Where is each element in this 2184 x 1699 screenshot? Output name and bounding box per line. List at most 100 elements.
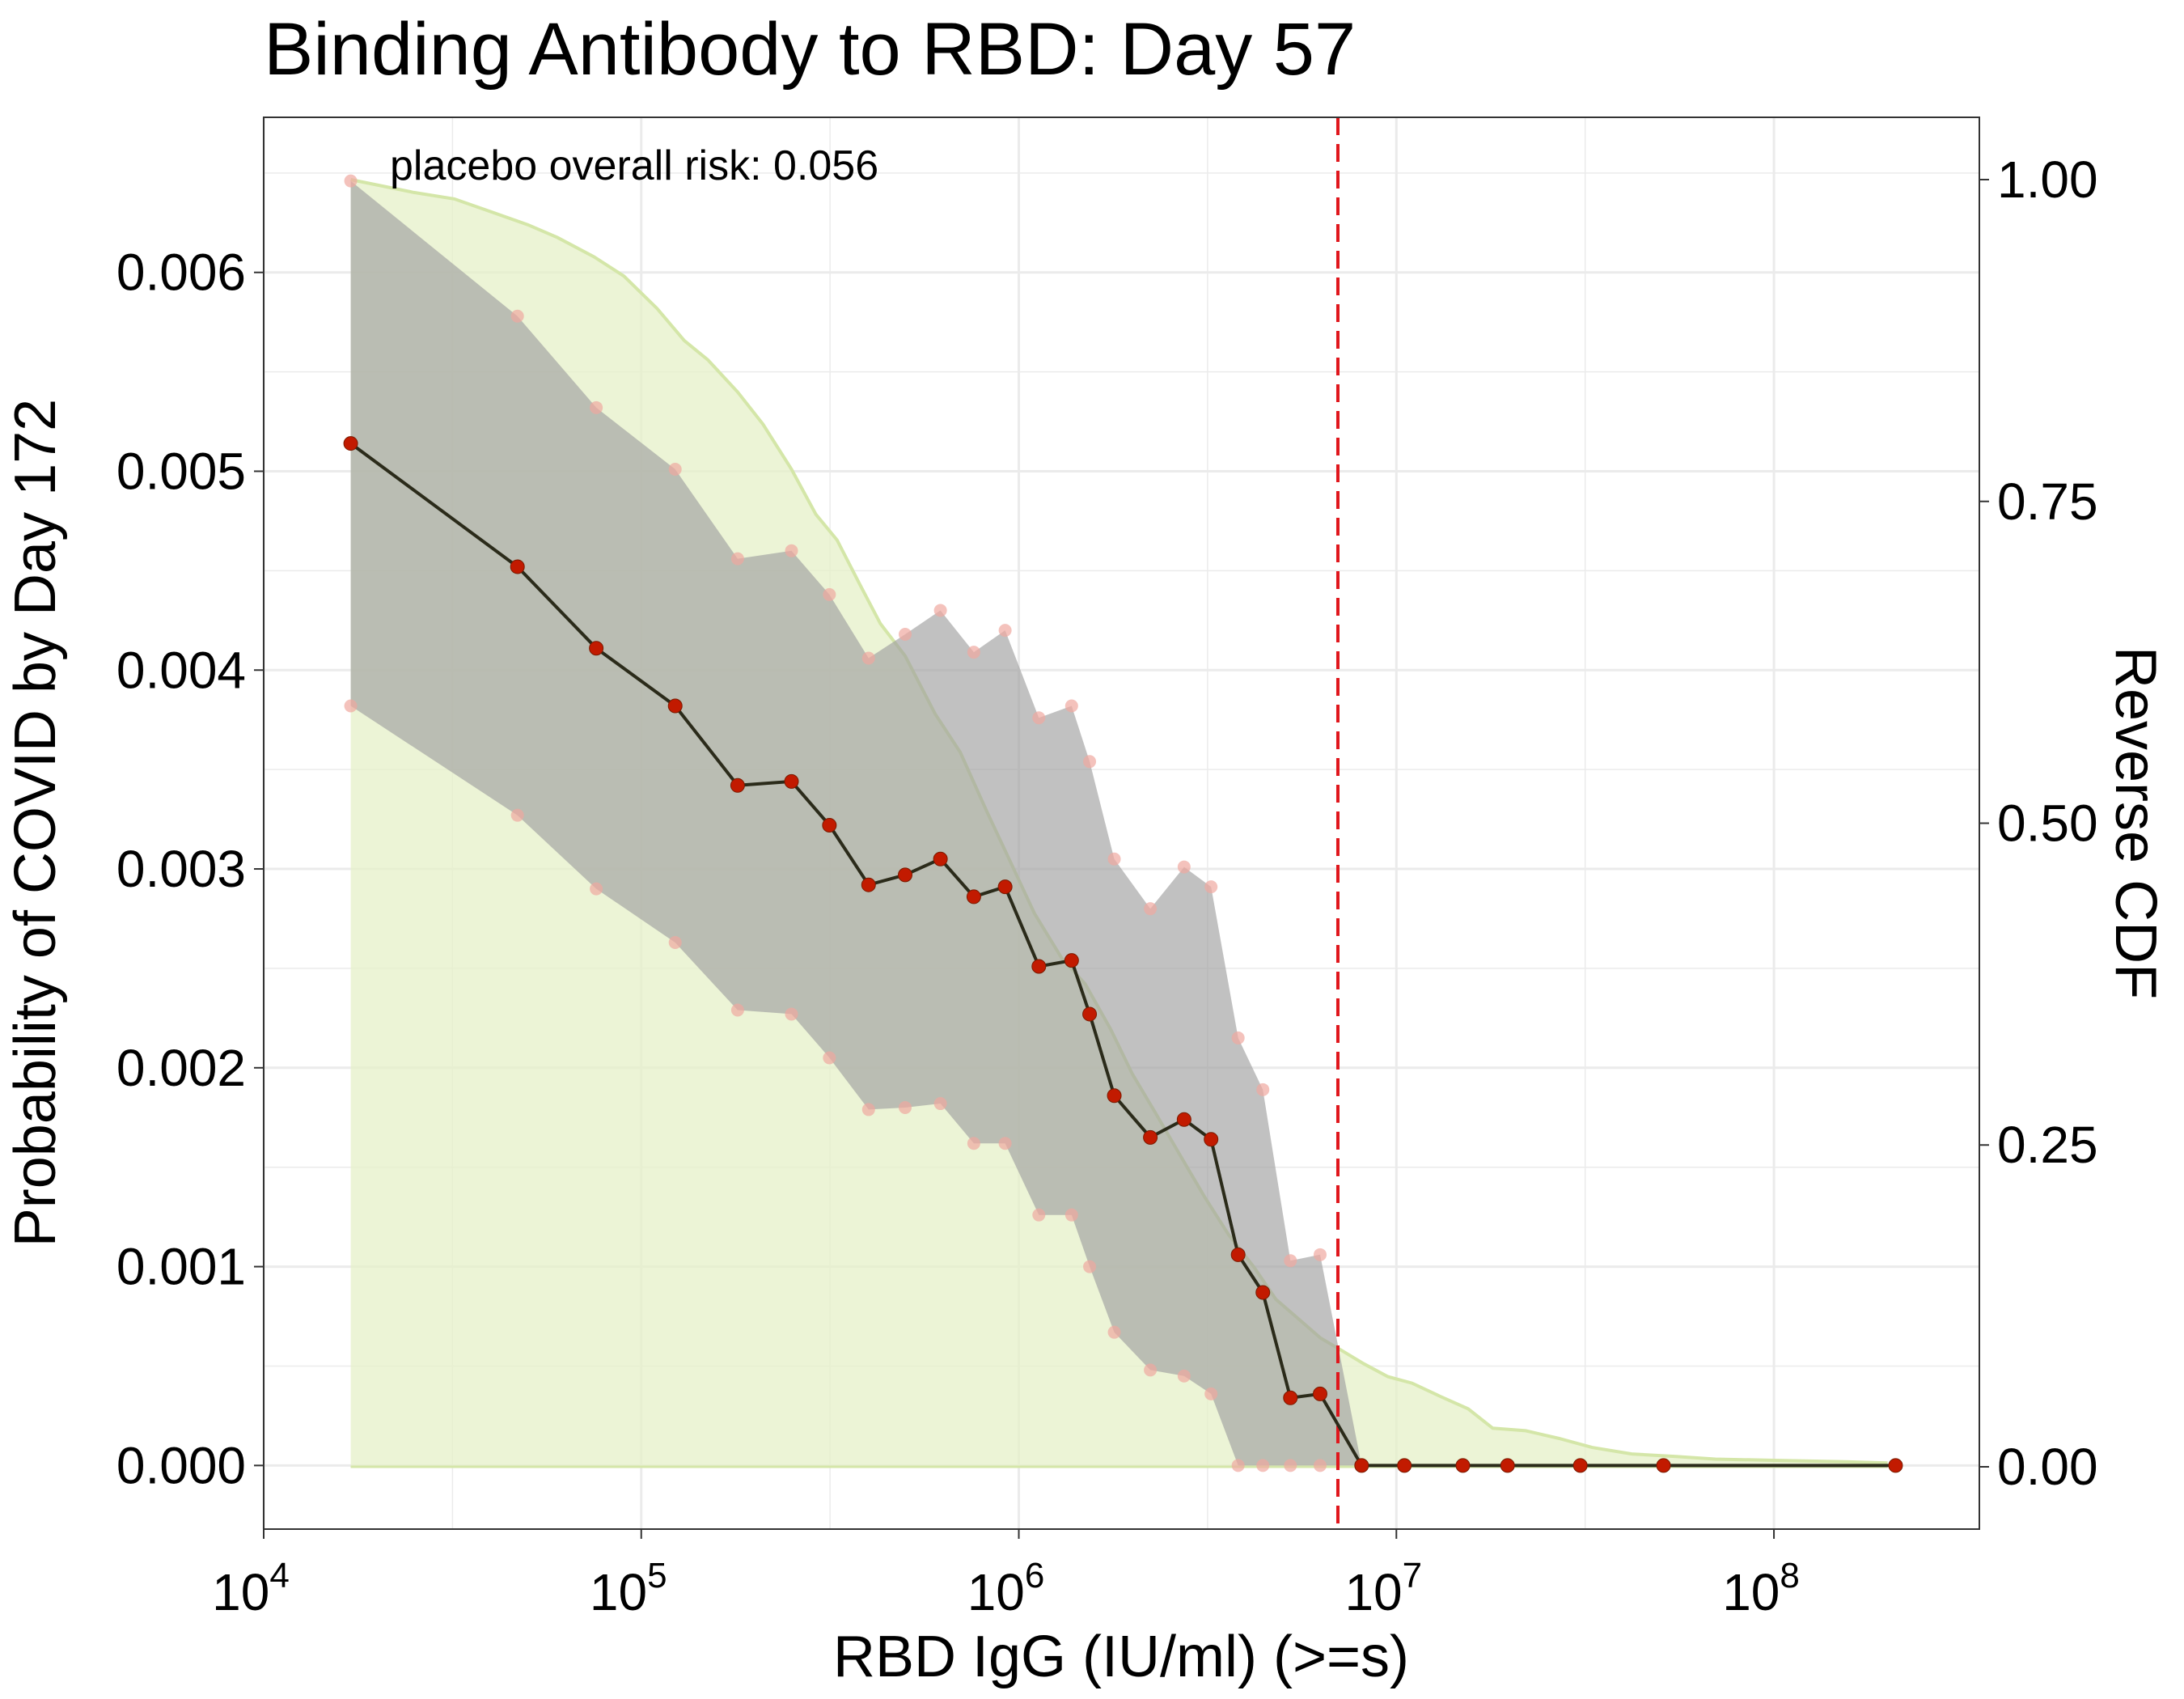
lower-bound-point [899, 1100, 912, 1114]
risk-point [510, 559, 525, 574]
risk-point [933, 851, 948, 866]
risk-curve [343, 436, 1903, 1473]
lower-bound-point [1064, 1208, 1078, 1222]
risk-point [1354, 1458, 1369, 1473]
risk-point [667, 698, 683, 714]
y2-tick-label: 0.75 [1997, 472, 2098, 531]
x-tick-label: 108 [1722, 1556, 1800, 1621]
confidence-band-fill [350, 180, 1896, 1466]
lower-bound-point [933, 1097, 947, 1111]
risk-point [1230, 1247, 1246, 1262]
upper-bound-point [967, 646, 980, 659]
upper-bound-point [998, 624, 1012, 638]
risk-point [589, 641, 604, 656]
x-tick-label: 104 [212, 1556, 290, 1621]
risk-point [997, 879, 1013, 895]
upper-bound-point [1107, 852, 1121, 866]
y2-tick-label: 0.00 [1997, 1438, 2098, 1496]
upper-bound-point [730, 552, 744, 566]
reverse-cdf-fill [350, 180, 1888, 1467]
y-tick-label: 0.002 [116, 1039, 246, 1097]
upper-bound-point [1313, 1248, 1327, 1261]
lower-bound-point [998, 1137, 1012, 1150]
upper-bound-point [933, 604, 947, 617]
x-tick-label: 106 [967, 1556, 1045, 1621]
y-tick-label: 0.006 [116, 244, 246, 302]
upper-bound-point [1177, 860, 1191, 874]
risk-point [1397, 1458, 1412, 1473]
lower-bound-point [730, 1003, 744, 1017]
risk-point [343, 436, 358, 451]
risk-point [898, 867, 913, 883]
lower-bound-point [1144, 1363, 1158, 1377]
lower-bound-point [785, 1007, 798, 1021]
risk-point [1143, 1129, 1158, 1145]
y-tick-label: 0.001 [116, 1238, 246, 1296]
lower-bound-point [1083, 1260, 1097, 1273]
lower-bound-point [510, 808, 524, 822]
upper-bound-point [1144, 902, 1158, 916]
upper-bound-point [510, 309, 524, 323]
risk-point [1888, 1458, 1903, 1473]
x-axis: 104 105 106 107 108 [212, 1529, 1800, 1621]
risk-point [1204, 1132, 1219, 1147]
lower-bound-point [861, 1103, 875, 1116]
upper-bound-point [1032, 711, 1046, 725]
upper-bound-point [1231, 1031, 1245, 1044]
risk-point [966, 889, 981, 905]
upper-bound-point [823, 587, 836, 601]
risk-point [730, 777, 745, 793]
lower-bound-point [1032, 1208, 1046, 1222]
upper-bound-point [785, 544, 798, 557]
risk-point [1656, 1458, 1671, 1473]
lower-bound-point [1204, 1387, 1218, 1400]
y-axis-title: Probability of COVID by Day 172 [3, 399, 68, 1247]
y-axis-right: 0.00 0.25 0.50 0.75 1.00 [1979, 150, 2098, 1496]
lower-bound-point [1231, 1459, 1245, 1472]
upper-bound-point [1256, 1083, 1270, 1096]
upper-bound-point [861, 651, 875, 665]
y2-axis-title: Reverse CDF [2103, 646, 2168, 999]
lower-bound-point [1177, 1369, 1191, 1383]
risk-point [1082, 1006, 1098, 1022]
upper-bound-point [590, 400, 603, 414]
risk-point [1107, 1088, 1122, 1104]
upper-bound-point [668, 463, 682, 477]
y2-tick-label: 1.00 [1997, 150, 2098, 209]
lower-bound-point [668, 935, 682, 949]
risk-point [1572, 1458, 1588, 1473]
risk-point [1283, 1390, 1298, 1405]
y-tick-label: 0.004 [116, 641, 246, 699]
risk-point [1500, 1458, 1515, 1473]
risk-line [349, 442, 1896, 1468]
upper-bound-point [1083, 755, 1097, 769]
lower-bound-point [1284, 1459, 1297, 1472]
y2-tick-label: 0.50 [1997, 794, 2098, 853]
risk-point [861, 877, 876, 892]
y-tick-label: 0.000 [116, 1436, 246, 1494]
y2-tick-label: 0.25 [1997, 1116, 2098, 1174]
placebo-risk-annotation: placebo overall risk: 0.056 [390, 142, 878, 189]
lower-bound-point [590, 882, 603, 896]
upper-bound-point [1284, 1254, 1297, 1268]
x-tick-label: 105 [590, 1556, 667, 1621]
y-axis-left: 0.000 0.001 0.002 0.003 0.004 0.005 0.006 [116, 244, 264, 1494]
risk-point [1031, 959, 1047, 974]
risk-point [1312, 1386, 1327, 1401]
risk-point [1176, 1112, 1191, 1127]
x-axis-title: RBD IgG (IU/ml) (>=s) [833, 1625, 1409, 1689]
risk-point [1064, 953, 1079, 968]
risk-point [822, 817, 837, 833]
upper-bound-point [1064, 699, 1078, 713]
upper-bound-point [1204, 880, 1218, 894]
x-tick-label: 107 [1344, 1556, 1422, 1621]
confidence-band [350, 180, 1896, 1466]
confidence-bound-points [344, 174, 1327, 1472]
chart-title: Binding Antibody to RBD: Day 57 [264, 8, 1356, 91]
risk-point [784, 773, 799, 789]
lower-bound-point [1107, 1325, 1121, 1339]
lower-bound-point [344, 699, 358, 713]
lower-bound-point [967, 1137, 980, 1150]
upper-bound-point [344, 174, 358, 188]
y-tick-label: 0.003 [116, 840, 246, 898]
